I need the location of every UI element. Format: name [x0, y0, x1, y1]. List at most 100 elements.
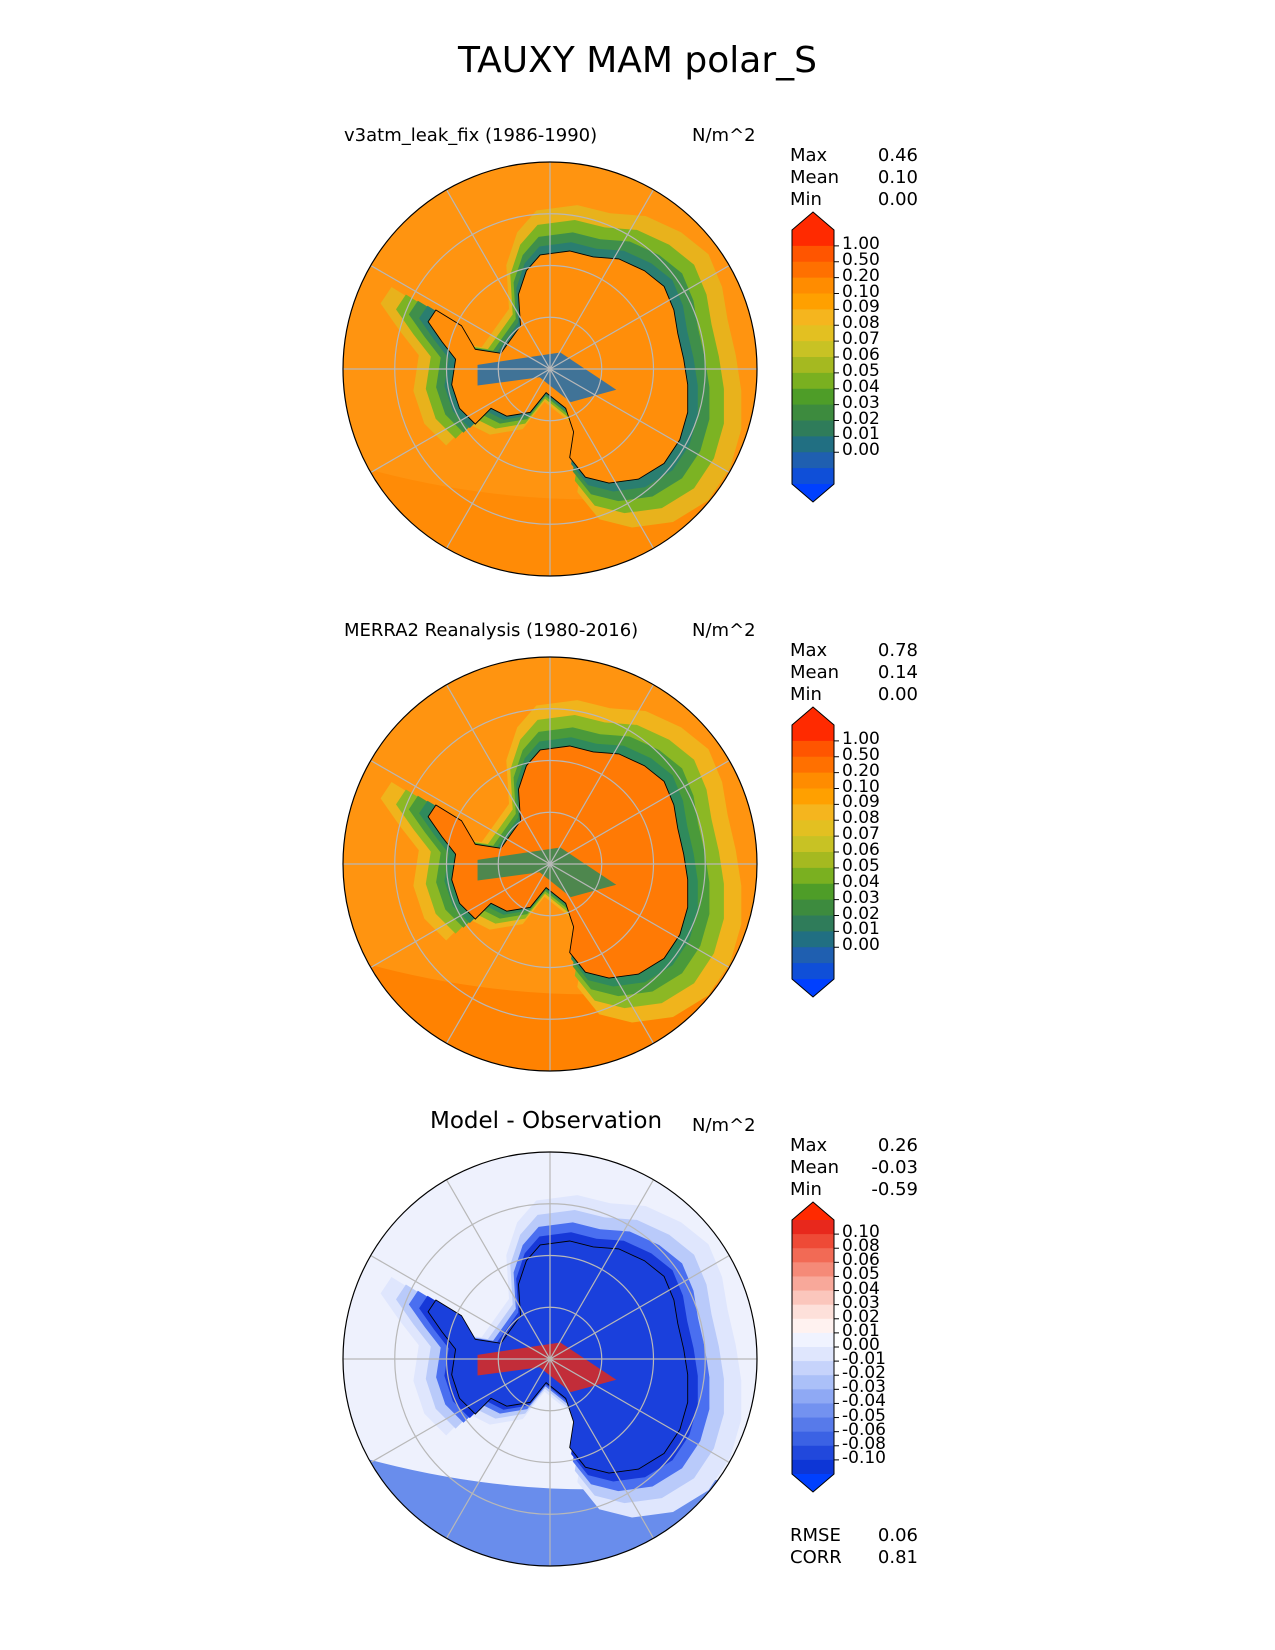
- colorbar-tick-label: 0.05: [842, 360, 880, 381]
- colorbar-swatch: [792, 1403, 834, 1419]
- colorbar-swatch: [792, 436, 834, 453]
- colorbar-swatch: [792, 404, 834, 421]
- colorbar-swatch: [792, 357, 834, 374]
- colorbar-swatch: [792, 931, 834, 948]
- colorbar: [791, 1201, 839, 1493]
- colorbar-swatch: [792, 1262, 834, 1277]
- colorbar-swatch: [792, 1445, 834, 1461]
- colorbar-swatch: [792, 420, 834, 437]
- stat-label-mean: Mean: [790, 1157, 840, 1178]
- colorbar-tick-label: 0.06: [842, 1250, 880, 1271]
- colorbar-tick-label: 0.08: [842, 313, 880, 334]
- colorbar-swatch: [792, 341, 834, 358]
- colorbar-tick-label: 0.07: [842, 329, 880, 350]
- colorbar-tick-label: -0.10: [842, 1447, 886, 1468]
- metric-label-corr: CORR: [790, 1547, 842, 1568]
- stat-label-min: Min: [790, 1179, 822, 1200]
- stat-value-min: 0.00: [877, 684, 918, 705]
- colorbar: [791, 706, 839, 998]
- colorbar-swatch: [792, 1389, 834, 1404]
- colorbar-tick-label: 0.03: [842, 887, 880, 908]
- colorbar-swatch: [792, 293, 834, 310]
- colorbar-under-arrow: [792, 979, 834, 997]
- colorbar-swatch: [792, 883, 834, 901]
- colorbar-swatch: [792, 1220, 834, 1235]
- colorbar-tick-label: 0.03: [842, 392, 880, 413]
- colorbar-swatch: [792, 309, 834, 326]
- colorbar-tick-label: 0.02: [842, 408, 880, 429]
- colorbar-under-arrow: [792, 1474, 834, 1492]
- stat-label-mean: Mean: [790, 167, 840, 188]
- map-boundary: [342, 161, 758, 577]
- stat-label-min: Min: [790, 189, 822, 210]
- colorbar-swatch: [792, 915, 834, 932]
- colorbar-swatch: [792, 1361, 834, 1376]
- colorbar-swatch: [792, 277, 834, 294]
- colorbar-tick-label: 0.00: [842, 440, 880, 461]
- stat-value-mean: -0.03: [871, 1157, 918, 1178]
- stat-value-mean: 0.10: [877, 167, 918, 188]
- colorbar-tick-label: 0.04: [842, 871, 880, 892]
- colorbar-swatch: [792, 245, 834, 263]
- units-label: N/m^2: [692, 125, 756, 146]
- colorbar-tick-label: 0.07: [842, 824, 880, 845]
- stat-label-max: Max: [790, 1135, 828, 1156]
- colorbar-tick-label: 0.06: [842, 345, 880, 365]
- colorbar-swatch: [792, 261, 834, 279]
- units-label: N/m^2: [692, 1115, 756, 1136]
- polar-map: [342, 656, 758, 1072]
- colorbar-tick-label: -0.04: [842, 1391, 886, 1412]
- colorbar-swatch: [792, 740, 834, 758]
- colorbar-swatch: [792, 836, 834, 853]
- colorbar-swatch: [792, 1375, 834, 1390]
- colorbar-over-arrow: [792, 1202, 834, 1220]
- colorbar-over-arrow: [792, 707, 834, 725]
- field-trough: [477, 1342, 617, 1393]
- colorbar-tick-label: 0.04: [842, 1278, 880, 1299]
- colorbar-swatch: [792, 804, 834, 821]
- colorbar-swatch: [792, 325, 834, 342]
- colorbar-swatch: [792, 725, 834, 742]
- stat-label-min: Min: [790, 684, 822, 705]
- stat-value-mean: 0.14: [877, 662, 918, 683]
- stat-value-max: 0.26: [877, 1135, 918, 1156]
- map-boundary: [342, 1151, 758, 1567]
- units-label: N/m^2: [692, 620, 756, 641]
- stat-value-min: 0.00: [877, 189, 918, 210]
- colorbar-tick-label: -0.06: [842, 1419, 886, 1440]
- stat-value-max: 0.46: [877, 145, 918, 166]
- colorbar-tick-label: 0.20: [842, 265, 880, 286]
- colorbar-tick-label: 0.05: [842, 855, 880, 876]
- panel-title: Model - Observation: [430, 1108, 663, 1134]
- colorbar-tick-label: 0.09: [842, 297, 880, 318]
- metric-label-rmse: RMSE: [790, 1525, 841, 1546]
- colorbar-tick-label: 0.06: [842, 840, 880, 860]
- stat-value-min: -0.59: [871, 1179, 918, 1200]
- colorbar-tick-label: 0.01: [842, 1320, 880, 1341]
- graticule-lon-150: [445, 189, 655, 549]
- colorbar-swatch: [792, 820, 834, 837]
- colorbar-swatch: [792, 867, 834, 885]
- colorbar-swatch: [792, 1347, 834, 1362]
- colorbar-swatch: [792, 1318, 834, 1334]
- colorbar-swatch: [792, 230, 834, 247]
- metric-value-rmse: 0.06: [877, 1525, 918, 1546]
- colorbar-swatch: [792, 1459, 834, 1475]
- colorbar-tick-label: -0.03: [842, 1377, 886, 1398]
- figure-title: TAUXY MAM polar_S: [457, 40, 818, 81]
- colorbar-tick-label: 0.10: [842, 776, 880, 797]
- colorbar-swatch: [792, 1290, 834, 1306]
- colorbar-frame: [791, 1201, 835, 1493]
- stat-label-max: Max: [790, 640, 828, 661]
- colorbar-tick-label: -0.01: [842, 1349, 886, 1370]
- colorbar-tick-label: 0.00: [842, 1335, 880, 1355]
- colorbar-swatch: [792, 1304, 834, 1320]
- colorbar-tick-label: -0.05: [842, 1405, 886, 1426]
- coastline: [427, 1240, 689, 1474]
- colorbar-tick-label: 0.20: [842, 760, 880, 781]
- colorbar-swatch: [792, 1276, 834, 1292]
- colorbar-tick-label: -0.08: [842, 1433, 886, 1454]
- colorbar-tick-label: 0.04: [842, 376, 880, 397]
- colorbar-swatch: [792, 372, 834, 390]
- colorbar-swatch: [792, 1234, 834, 1249]
